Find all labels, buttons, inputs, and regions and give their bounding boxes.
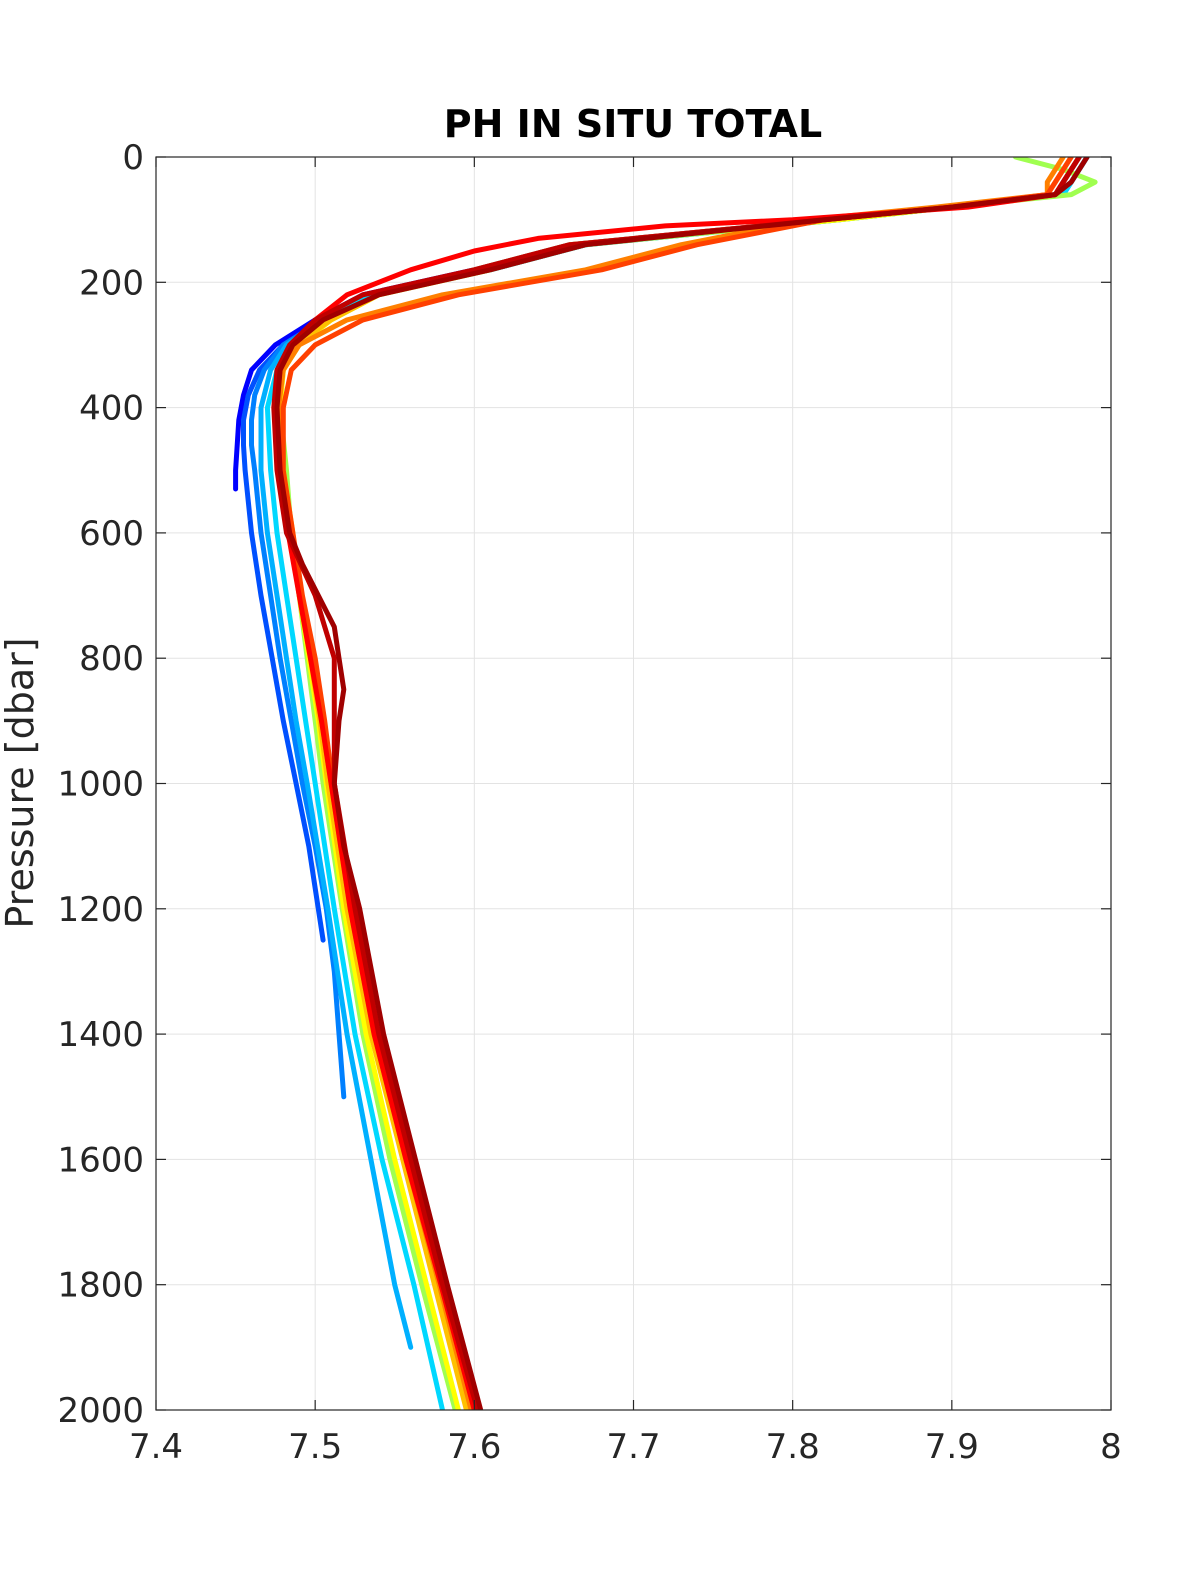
profile-line-13 xyxy=(274,157,1090,1410)
x-tick-label: 7.5 xyxy=(288,1427,342,1467)
y-tick-label: 600 xyxy=(79,514,144,554)
x-tick-label: 7.4 xyxy=(129,1427,183,1467)
tick-marks xyxy=(155,156,1112,1411)
y-tick-label: 1400 xyxy=(57,1015,144,1055)
x-tick-labels: 7.4 7.5 7.6 7.7 7.8 7.9 8 xyxy=(129,1427,1122,1467)
profile-series xyxy=(233,157,1098,1410)
y-tick-label: 1800 xyxy=(57,1266,144,1306)
grid-lines xyxy=(156,157,1111,1410)
y-tick-label: 800 xyxy=(79,639,144,679)
x-tick-label: 7.8 xyxy=(766,1427,820,1467)
chart-title: PH IN SITU TOTAL xyxy=(444,102,822,146)
y-tick-label: 400 xyxy=(79,389,144,429)
x-tick-label: 7.6 xyxy=(447,1427,501,1467)
y-tick-label: 1200 xyxy=(57,890,144,930)
x-tick-label: 7.9 xyxy=(925,1427,979,1467)
x-tick-label: 8 xyxy=(1100,1427,1122,1467)
y-tick-label: 1000 xyxy=(57,765,144,805)
y-tick-label: 0 xyxy=(122,138,144,178)
y-axis-label: Pressure [dbar] xyxy=(0,637,42,928)
y-tick-labels: 0 200 400 600 800 1000 1200 1400 1600 1800 2000 xyxy=(57,138,144,1431)
y-tick-label: 2000 xyxy=(57,1391,144,1431)
y-tick-label: 1600 xyxy=(57,1140,144,1180)
y-tick-label: 200 xyxy=(79,263,144,303)
x-tick-label: 7.7 xyxy=(606,1427,660,1467)
